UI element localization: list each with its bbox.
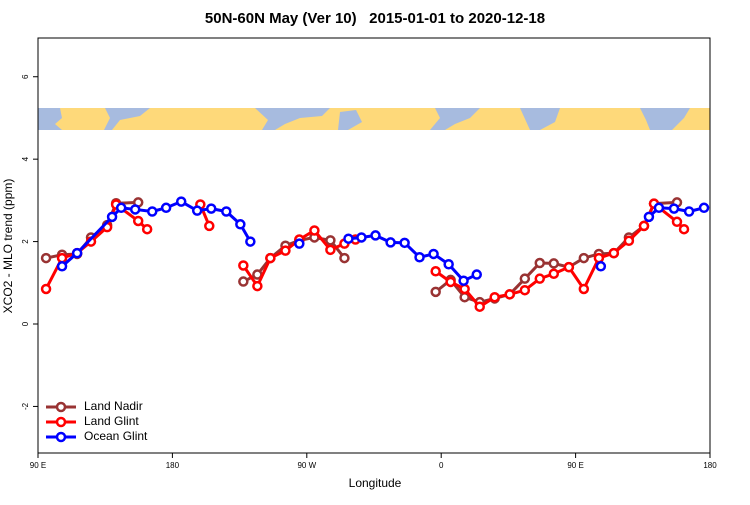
data-point	[294, 238, 305, 249]
data-point	[430, 266, 441, 277]
data-point	[356, 232, 367, 243]
x-tick-label: 90 W	[297, 461, 316, 470]
data-point	[653, 202, 665, 214]
legend-label: Land Glint	[84, 414, 139, 428]
x-tick-label: 180	[703, 461, 717, 470]
data-point	[115, 202, 127, 214]
data-point	[245, 236, 256, 247]
data-point	[56, 261, 68, 272]
data-point	[71, 247, 83, 259]
data-point	[106, 211, 118, 223]
data-point	[132, 215, 144, 227]
data-point	[698, 202, 710, 214]
data-point	[40, 252, 52, 264]
x-tick-label: 90 E	[30, 461, 46, 470]
series-line	[44, 202, 686, 309]
data-point	[252, 280, 263, 292]
data-point	[339, 252, 350, 264]
data-point	[146, 206, 158, 217]
data-point	[643, 211, 655, 223]
legend-label: Ocean Glint	[84, 429, 148, 443]
data-point	[534, 273, 546, 284]
data-point	[370, 230, 381, 241]
x-tick-label: 180	[166, 461, 180, 470]
data-point	[385, 237, 396, 248]
y-axis-label: XCO2 - MLO trend (ppm)	[1, 179, 15, 314]
data-point	[430, 286, 441, 298]
data-point	[40, 283, 52, 295]
data-point	[668, 203, 680, 214]
data-point	[129, 204, 141, 215]
data-point	[309, 225, 320, 236]
data-point	[265, 252, 276, 264]
data-point	[471, 269, 482, 280]
data-point	[325, 244, 336, 256]
data-point	[519, 273, 531, 284]
data-point	[204, 220, 215, 232]
data-point	[175, 196, 187, 207]
legend-marker	[55, 416, 67, 428]
data-point	[623, 235, 635, 247]
x-axis-label: Longitude	[349, 476, 402, 490]
data-point	[578, 252, 590, 264]
data-point	[414, 251, 425, 263]
data-point	[489, 291, 500, 303]
data-point	[160, 202, 172, 214]
data-point	[238, 260, 249, 271]
y-tick-label: 6	[21, 74, 30, 79]
y-tick-label: 2	[21, 239, 30, 244]
data-point	[56, 252, 68, 264]
x-tick-label: 0	[439, 461, 444, 470]
data-point	[458, 275, 469, 286]
data-point	[678, 223, 690, 235]
plot-frame	[37, 37, 711, 454]
x-tick-label: 90 E	[567, 461, 583, 470]
data-point	[608, 247, 620, 259]
legend-label: Land Nadir	[84, 399, 143, 413]
chart-title: 50N-60N May (Ver 10) 2015-01-01 to 2020-…	[205, 10, 545, 27]
data-point	[191, 205, 203, 216]
data-point	[683, 206, 695, 217]
legend-marker	[55, 431, 67, 443]
data-point	[221, 206, 232, 217]
y-tick-label: 4	[21, 156, 30, 161]
data-point	[548, 258, 560, 269]
data-point	[205, 203, 217, 214]
y-tick-label: 0	[21, 321, 30, 326]
data-point	[141, 223, 153, 235]
data-point	[534, 257, 546, 269]
data-point	[504, 289, 515, 300]
data-point	[519, 284, 531, 296]
data-point	[238, 276, 249, 287]
data-point	[399, 237, 410, 249]
data-point	[595, 261, 607, 272]
legend-marker	[55, 401, 67, 413]
data-point	[563, 261, 575, 273]
data-point	[445, 276, 456, 288]
data-point	[671, 216, 683, 228]
data-point	[443, 259, 454, 270]
data-point	[343, 233, 354, 244]
data-point	[474, 301, 485, 312]
data-point	[593, 252, 605, 264]
y-tick-label: -2	[21, 402, 30, 410]
data-point	[428, 248, 439, 260]
data-point	[638, 220, 650, 232]
map-strip	[38, 108, 710, 130]
data-point	[280, 245, 291, 256]
data-point	[578, 283, 590, 295]
data-point	[548, 268, 560, 279]
data-point	[235, 219, 246, 230]
data-point	[459, 283, 470, 295]
data-point	[325, 235, 336, 246]
